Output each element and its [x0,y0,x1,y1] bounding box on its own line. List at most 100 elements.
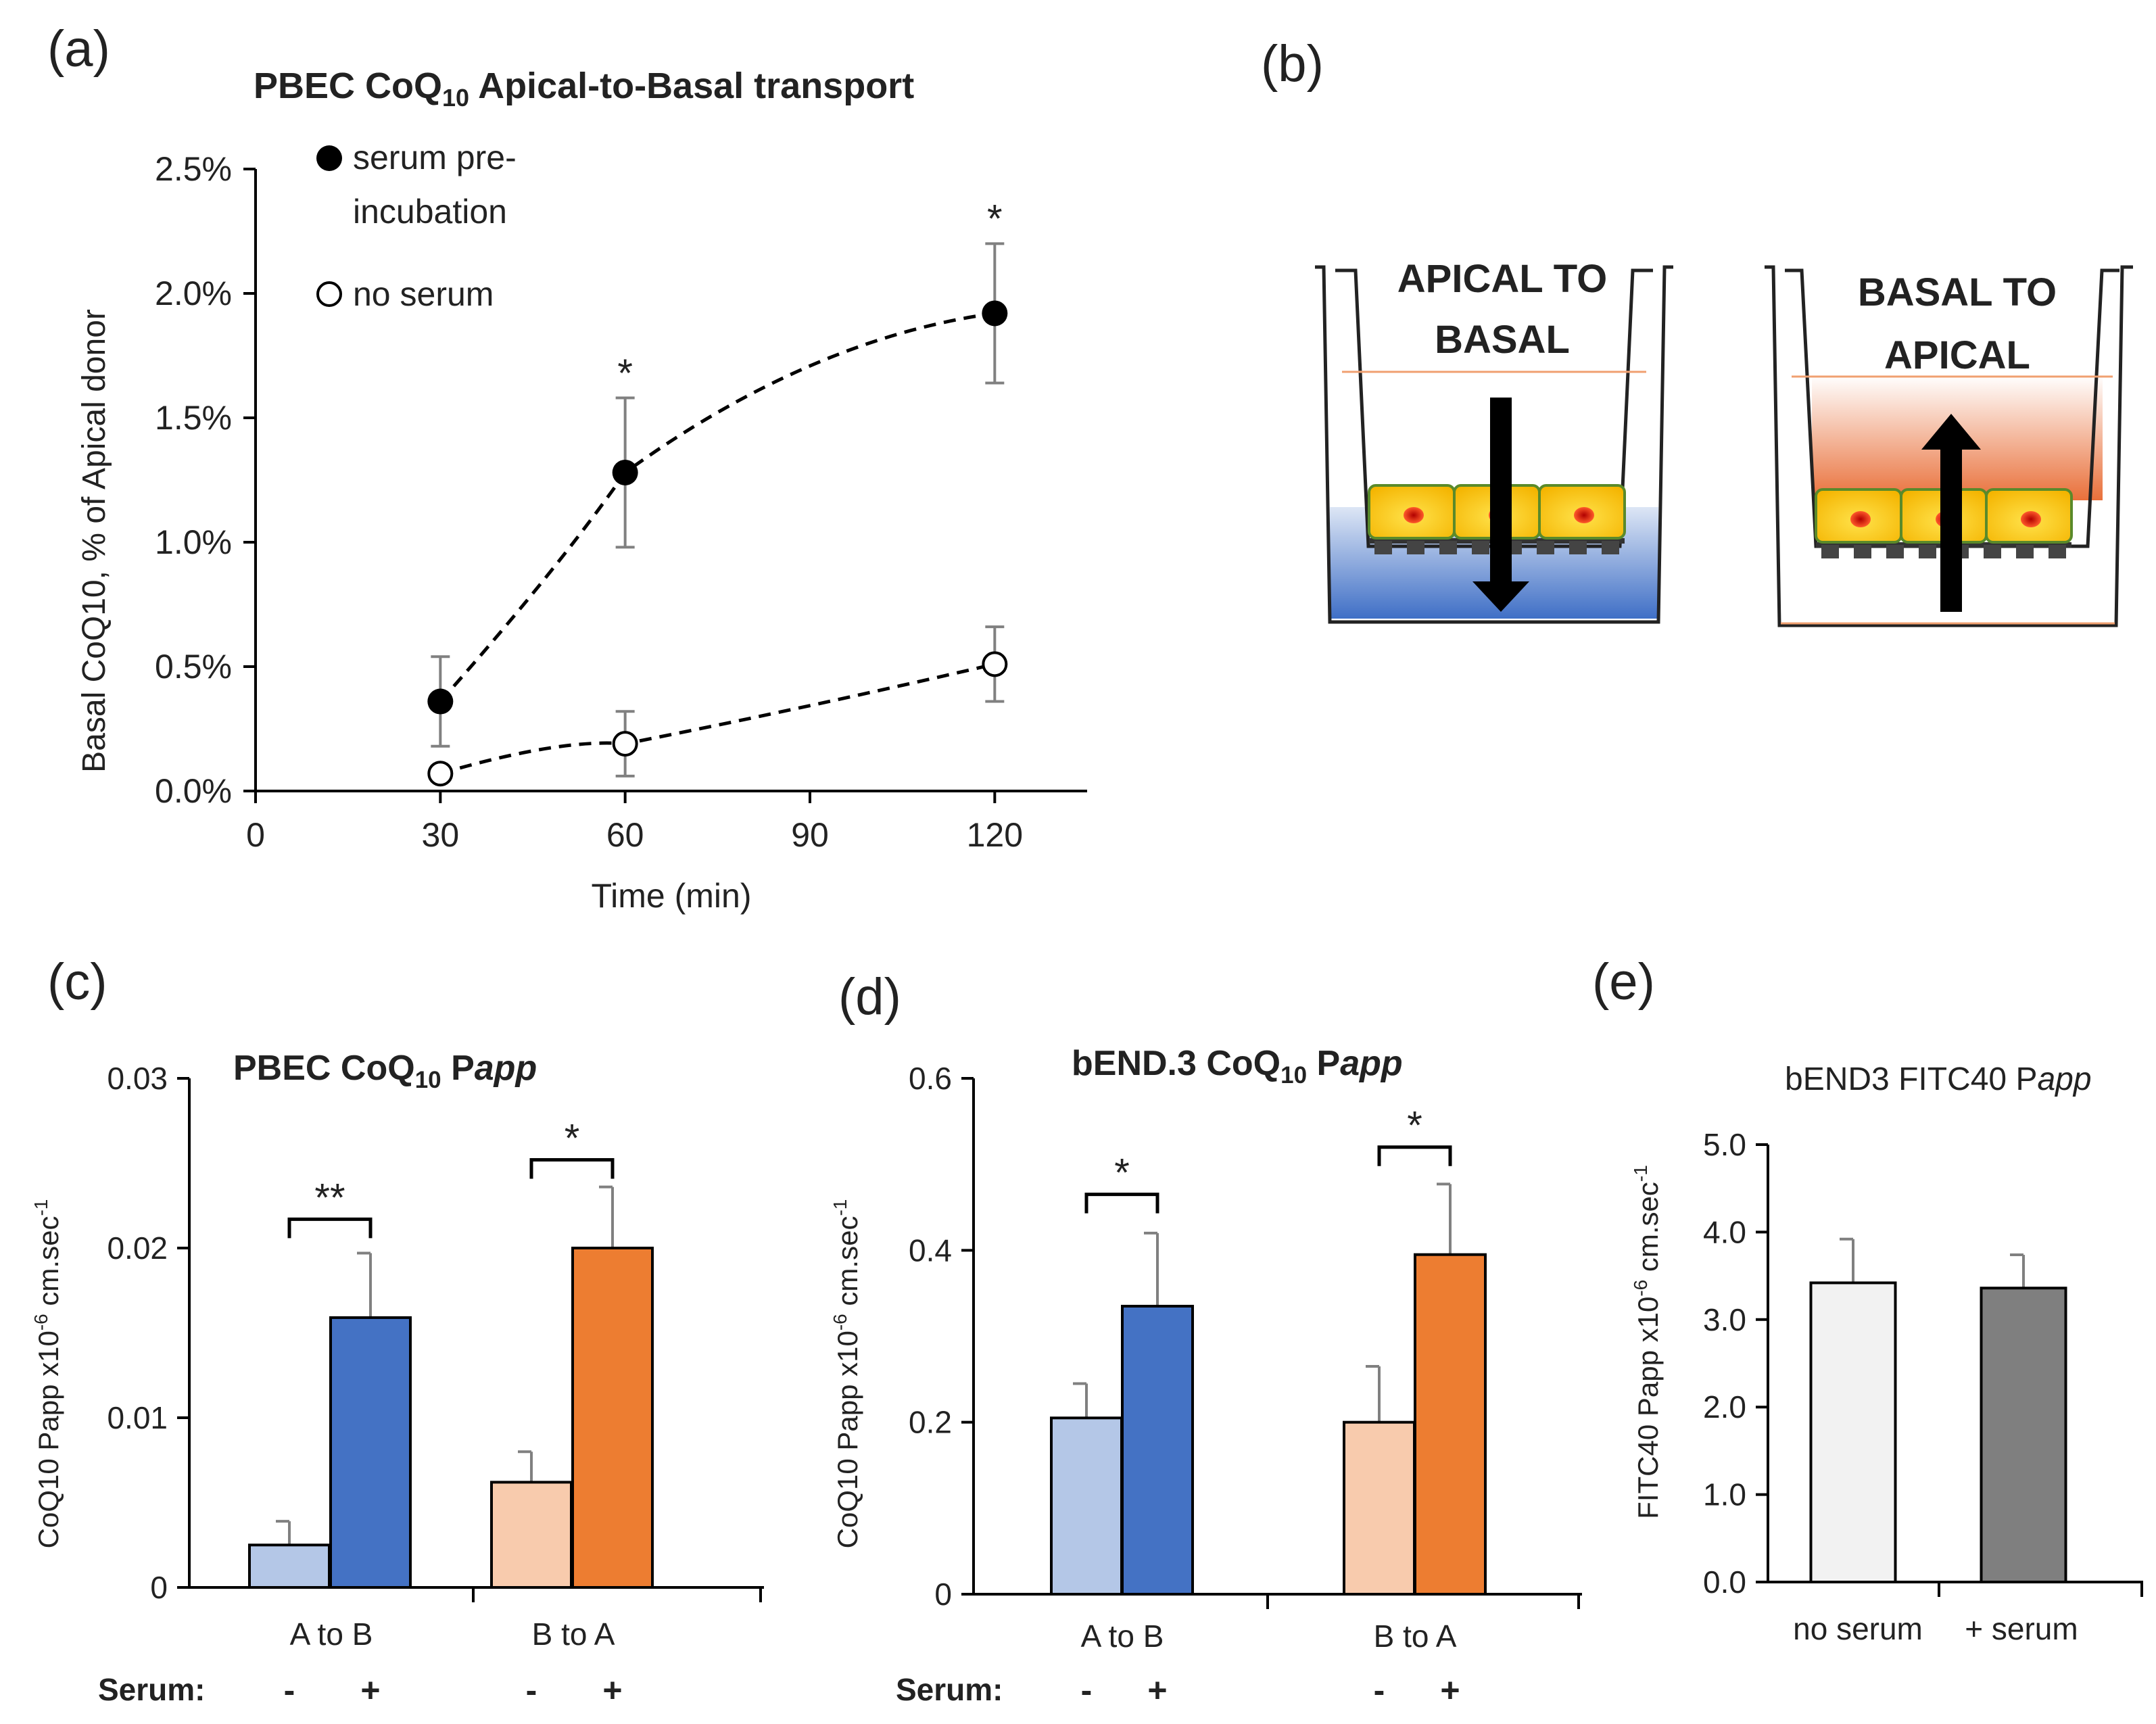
panel-e-bar [1980,1287,2067,1583]
panel-d-axes: 0 0.2 0.4 0.6 A to B B to A - + - + [909,1061,1582,1709]
transwell-basal-to-apical: BASAL TO APICAL [1765,265,2133,627]
panel-d-serum-sign: - [1374,1671,1385,1709]
panel-c-serum-sign: - [284,1671,295,1709]
panel-c-serum-label: Serum: [98,1672,205,1707]
membrane-pore [1472,541,1489,554]
panel-a-y-tick-label: 2.5% [155,150,232,188]
membrane-pore [2049,545,2066,558]
transwell-diagram: APICAL TO BASAL BASAL TO APICAL [1315,257,2133,627]
panel-a-x-tick-label: 0 [246,816,265,854]
panel-a-x-tick-label: 90 [791,816,829,854]
panel-c-bar [248,1543,331,1589]
arrow-up-icon [1921,414,1981,612]
panel-c-significance-bracket [529,1157,615,1179]
panel-e-y-tick-label: 5.0 [1703,1127,1746,1162]
panel-c-category-label: B to A [532,1617,615,1652]
legend-marker-serum [316,145,342,171]
panel-a-y-tick-label: 2.0% [155,274,232,312]
panel-d-y-tick-label: 0.4 [909,1232,952,1268]
membrane-pore [1919,545,1936,558]
panel-e-title: bEND3 FITC40 Papp [1785,1061,2092,1097]
panel-e-y-tick-label: 1.0 [1703,1477,1746,1512]
membrane-pore [1886,545,1904,558]
panel-a-point-serum [982,300,1008,327]
panel-d-y-tick-label: 0.6 [909,1061,952,1096]
right-diagram-label-line1: BASAL TO [1858,270,2057,314]
membrane-pore [1537,541,1554,554]
panel-e-y-tick-label: 3.0 [1703,1302,1746,1337]
panel-d-category-label: B to A [1374,1619,1457,1654]
panel-e-y-tick-label: 0.0 [1703,1564,1746,1600]
panel-e-category-label: + serum [1965,1611,2078,1646]
panel-c-y-tick-label: 0.01 [107,1400,168,1435]
panel-a-y-tick-label: 0.5% [155,648,232,686]
panel-d-title: bEND.3 CoQ10 Papp [1072,1044,1403,1088]
panel-a-significance-star: * [617,352,633,396]
cell-nucleus [1850,511,1871,527]
panel-c-y-tick-label: 0 [150,1570,168,1605]
membrane-pore [1374,541,1392,554]
membrane-pore [1854,545,1871,558]
panel-e-category-label: no serum [1793,1611,1923,1646]
panel-a-xlabel: Time (min) [591,877,751,915]
panel-c-ylabel: CoQ10 Papp x10-6 cm.sec-1 [30,1199,64,1549]
panel-e-bar-chart: bEND3 FITC40 Papp FITC40 Papp x10-6 cm.s… [1630,1061,2143,1646]
panel-label-e: (e) [1592,953,1655,1011]
panel-a-x-tick-label: 30 [422,816,460,854]
panel-c-serum-sign: - [526,1671,537,1709]
panel-a-point-serum [427,688,454,715]
panel-a-scatter-chart: PBEC CoQ10 Apical-to-Basal transport Bas… [76,66,1087,915]
panel-a-y-tick-label: 1.0% [155,523,232,561]
panel-e-axes: 0.0 1.0 2.0 3.0 4.0 5.0 no serum + serum [1703,1127,2143,1646]
panel-d-category-label: A to B [1081,1619,1164,1654]
panel-c-axes: 0 0.01 0.02 0.03 A to B B to A - + - + [107,1061,764,1709]
panel-label-c: (c) [47,953,107,1011]
panel-a-ylabel: Basal CoQ10, % of Apical donor [76,309,112,773]
membrane-pore [1407,541,1424,554]
panel-label-b: (b) [1261,35,1324,93]
panel-c-serum-sign: + [602,1671,622,1709]
legend-label-serum-line2: incubation [353,193,507,231]
panel-d-bar [1050,1416,1123,1596]
panel-d-y-tick-label: 0.2 [909,1405,952,1440]
panel-d-bar [1343,1420,1416,1596]
cell-nucleus [1404,507,1424,523]
membrane-pore [1602,541,1619,554]
transwell-apical-to-basal: APICAL TO BASAL [1315,257,1673,624]
panel-d-ylabel: CoQ10 Papp x10-6 cm.sec-1 [830,1199,863,1549]
panel-a-x-tick-label: 60 [606,816,644,854]
outer-well-left [1315,265,1673,624]
membrane-pore [1569,541,1587,554]
panel-c-bar [490,1481,573,1589]
panel-a-x-tick-label: 120 [967,816,1023,854]
panel-e-y-tick-label: 2.0 [1703,1389,1746,1424]
panel-a-y-tick-label: 1.5% [155,399,232,437]
panel-label-d: (d) [838,968,901,1026]
legend-label-serum-line1: serum pre- [353,139,517,176]
panel-a-trend-line-1 [439,662,995,775]
cell-nucleus [1574,507,1594,523]
panel-d-y-tick-label: 0 [934,1577,952,1612]
panel-d-significance-star: * [1114,1151,1130,1195]
panel-c-bar [571,1247,654,1589]
left-diagram-label-line2: BASAL [1435,318,1570,362]
panel-c-y-tick-label: 0.02 [107,1230,168,1266]
panel-a-point-serum [612,459,638,485]
panel-d-marks: ** [1050,1104,1487,1596]
panel-a-marks: ** [427,197,1008,787]
panel-e-marks [1809,1237,2067,1584]
panel-a-point-no-serum [982,651,1008,677]
outer-well-right [1765,265,2133,627]
panel-d-bar-chart: bEND.3 CoQ10 Papp CoQ10 Papp x10-6 cm.se… [830,1044,1582,1709]
panel-d-bar [1414,1253,1487,1596]
membrane-pore [1984,545,2001,558]
panel-c-category-label: A to B [290,1617,373,1652]
arrow-down-icon [1472,398,1529,612]
panel-a-trend-line-0 [439,311,995,703]
panel-e-y-tick-label: 4.0 [1703,1214,1746,1249]
panel-c-significance-star: ** [314,1176,345,1220]
membrane-pore [2016,545,2034,558]
panel-c-significance-bracket [287,1217,373,1239]
panel-a-significance-star: * [987,197,1003,241]
right-diagram-label-line2: APICAL [1884,333,2030,377]
